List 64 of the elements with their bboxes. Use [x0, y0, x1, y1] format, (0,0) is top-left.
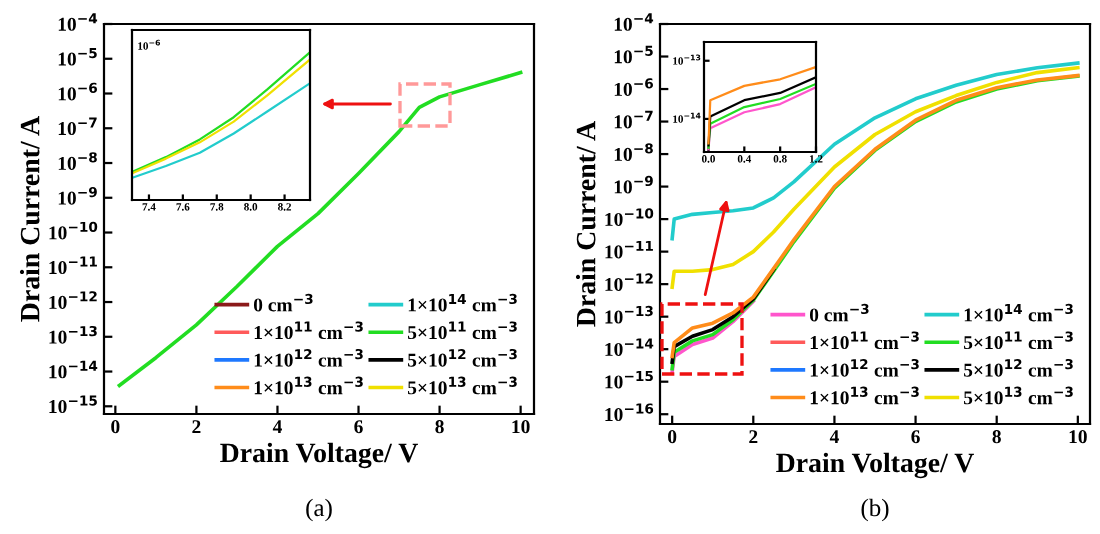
x-tick-label: 4: [272, 420, 282, 434]
y-axis-title: Drain Current/ A: [19, 116, 40, 322]
y-tick-label: 10$^{−8}$: [614, 143, 653, 161]
line-series: [707, 65, 816, 145]
x-tick-label: 2: [749, 430, 758, 444]
x-tick-label: 6: [354, 420, 363, 434]
y-tick-label: 10$^{−7}$: [614, 110, 653, 129]
legend-label: 1×10$^{13}$ cm$^{−3}$: [254, 376, 363, 395]
legend-label: 1×10$^{11}$ cm$^{−3}$: [254, 321, 363, 340]
legend-label: 0 cm$^{−3}$: [809, 303, 869, 322]
y-tick-label: 10$^{−7}$: [58, 117, 97, 136]
legend-label: 5×10$^{12}$ cm$^{−3}$: [964, 359, 1073, 377]
text: (b): [861, 498, 889, 522]
legend-label: 1×10$^{14}$ cm$^{−3}$: [408, 293, 517, 312]
legend-label: 1×10$^{13}$ cm$^{−3}$: [810, 386, 919, 405]
x-tick-label: 10: [512, 420, 530, 434]
line-series: [670, 65, 1080, 290]
legend-label: 5×10$^{12}$ cm$^{−3}$: [408, 349, 517, 367]
line-series: [670, 61, 1080, 241]
text: (a): [306, 498, 332, 522]
y-tick-label: 10$^{−5}$: [58, 48, 97, 66]
line-series: [670, 267, 776, 364]
y-tick-label: 10$^{−10}$: [605, 208, 654, 227]
legend-label: 5×10$^{13}$ cm$^{−3}$: [964, 386, 1073, 405]
x-tick-label: 6: [911, 430, 920, 444]
y-tick-label: 10$^{−16}$: [605, 403, 654, 422]
y-tick-label: 10$^{−6}$: [614, 78, 653, 96]
y-tick-label: 10$^{−8}$: [58, 152, 97, 170]
legend-label: 5×10$^{13}$ cm$^{−3}$: [408, 376, 517, 395]
x-tick-label: 0: [668, 430, 677, 444]
y-tick-label: 10$^{−12}$: [49, 291, 97, 309]
x-tick-label: 10: [1069, 430, 1087, 444]
legend-label: 1×10$^{12}$ cm$^{−3}$: [254, 349, 363, 367]
y-tick-label: 10$^{−9}$: [614, 175, 653, 194]
x-tick-label: 8: [435, 420, 444, 434]
y-tick-label: 10$^{−11}$: [49, 256, 97, 275]
y-tick-label: 10$^{−13}$: [605, 305, 653, 324]
y-tick-label: 10$^{−13}$: [49, 325, 97, 344]
y-tick-label: 10$^{−9}$: [58, 186, 97, 205]
x-axis-title: Drain Voltage/ V: [220, 442, 418, 469]
y-tick-label: 10$^{−10}$: [49, 221, 98, 240]
y-tick-label: 10$^{−6}$: [58, 82, 97, 101]
y-tick-label: 10$^{−5}$: [614, 45, 653, 64]
legend-label: 0 cm$^{−3}$: [253, 293, 313, 312]
legend-label: 1×10$^{14}$ cm$^{−3}$: [964, 303, 1073, 322]
line-series: [670, 299, 756, 374]
y-tick-label: 10$^{−14}$: [605, 338, 654, 357]
legend-label: 5×10$^{11}$ cm$^{−3}$: [964, 331, 1073, 350]
y-axis-title: Drain Current/ A: [575, 121, 596, 327]
x-axis-title: Drain Voltage/ V: [776, 452, 974, 479]
x-tick-label: 4: [829, 430, 839, 444]
y-tick-label: 10$^{−15}$: [49, 395, 97, 414]
x-tick-label: 0: [111, 420, 120, 434]
y-tick-label: 10$^{−12}$: [605, 273, 653, 292]
y-tick-label: 10$^{−15}$: [605, 370, 653, 389]
x-tick-label: 2: [192, 420, 201, 434]
legend-label: 1×10$^{11}$ cm$^{−3}$: [810, 331, 919, 350]
x-tick-label: 8: [992, 430, 1001, 444]
y-tick-label: 10$^{−4}$: [58, 13, 98, 31]
y-tick-label: 10$^{−4}$: [614, 13, 654, 31]
y-tick-label: 10$^{−14}$: [49, 360, 98, 379]
legend-label: 5×10$^{11}$ cm$^{−3}$: [408, 321, 517, 340]
y-tick-label: 10$^{−11}$: [605, 240, 653, 259]
legend-label: 1×10$^{12}$ cm$^{−3}$: [810, 359, 919, 377]
